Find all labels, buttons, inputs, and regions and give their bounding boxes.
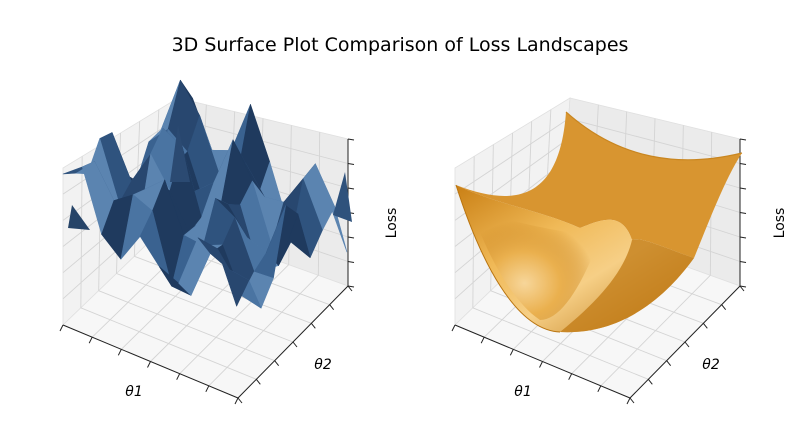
z-tick — [347, 138, 355, 141]
y-tick — [629, 397, 635, 404]
y-tick — [310, 323, 316, 329]
z-tick — [347, 261, 355, 263]
y-tick — [721, 304, 727, 310]
z-axis-label: Loss — [772, 208, 788, 239]
y-tick — [347, 285, 353, 292]
x-tick — [117, 349, 122, 356]
bowl-edge — [455, 184, 561, 333]
x-tick — [205, 385, 210, 393]
surface-facet — [217, 248, 250, 307]
x-tick — [626, 397, 631, 405]
y-tick — [684, 341, 690, 348]
surface-peak — [68, 205, 90, 230]
bowl-highlight — [470, 205, 600, 320]
z-tick — [739, 138, 747, 141]
wall-gridline — [568, 118, 741, 164]
bowl-shadow — [560, 239, 694, 333]
z-tick — [347, 163, 355, 165]
y-tick — [739, 285, 745, 292]
floor-gridline — [600, 275, 711, 387]
x-tick — [509, 349, 514, 356]
y-tick — [329, 304, 335, 310]
bowl-rim-edge — [565, 111, 743, 161]
x-tick — [568, 373, 573, 380]
z-tick — [739, 261, 747, 263]
x-tick — [597, 385, 602, 393]
z-tick — [347, 285, 355, 288]
wall-gridline — [454, 118, 569, 195]
y-tick — [647, 379, 653, 385]
x-tick — [59, 324, 64, 332]
chart-title: 3D Surface Plot Comparison of Loss Lands… — [171, 34, 629, 56]
bowl-back-rim — [456, 112, 742, 258]
y-tick — [666, 360, 672, 366]
right-subplot: θ1 θ2 Loss — [451, 97, 788, 405]
z-tick — [739, 285, 747, 288]
x-tick — [88, 336, 93, 344]
z-tick — [739, 212, 747, 214]
y-tick — [255, 379, 261, 385]
z-tick — [739, 187, 747, 190]
y-axis-label: θ2 — [314, 357, 332, 373]
rugged-loss-surface — [62, 79, 352, 309]
floor-gridline — [208, 275, 319, 387]
x-tick — [147, 361, 151, 368]
y-axis-label: θ2 — [702, 357, 720, 373]
z-tick — [739, 236, 747, 239]
x-tick — [234, 397, 239, 405]
z-tick — [347, 236, 355, 239]
y-tick — [274, 360, 280, 366]
y-tick — [702, 323, 708, 329]
x-tick — [539, 361, 543, 368]
left-subplot: θ1 θ2 Loss — [59, 79, 400, 405]
surface-peak — [333, 172, 352, 222]
y-tick — [292, 341, 298, 348]
x-tick — [451, 324, 456, 332]
x-tick — [176, 373, 181, 380]
surface-peak — [170, 125, 190, 182]
x-tick — [480, 336, 485, 344]
x-axis-label: θ1 — [514, 384, 531, 400]
x-axis-label: θ1 — [125, 384, 142, 400]
z-axis-label: Loss — [384, 208, 400, 239]
y-tick — [237, 397, 243, 404]
convex-loss-surface — [455, 111, 743, 333]
z-tick — [347, 187, 355, 190]
z-tick — [739, 163, 747, 165]
